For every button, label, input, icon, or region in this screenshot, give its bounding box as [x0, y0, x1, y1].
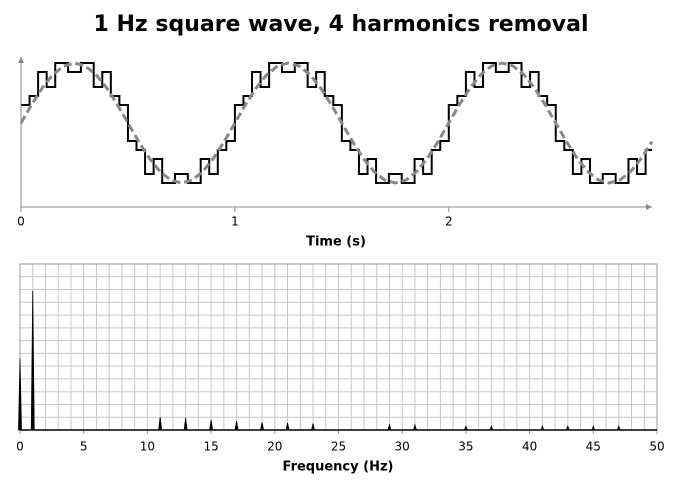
- x-tick-label: 5: [80, 440, 88, 454]
- spectrum-peak: [260, 422, 265, 431]
- series-line: [19, 61, 654, 185]
- x-tick-label: 10: [140, 440, 155, 454]
- x-tick-label: 30: [395, 440, 410, 454]
- x-tick-label: 1: [231, 215, 239, 229]
- spectrum-peak: [311, 423, 316, 431]
- spectrum-peak: [158, 417, 163, 431]
- spectrum-peak: [285, 422, 290, 431]
- spectrum-peak: [387, 423, 392, 431]
- x-tick-label: 0: [17, 215, 25, 229]
- x-tick-label: 0: [16, 440, 24, 454]
- x-tick-label: 40: [522, 440, 537, 454]
- x-axis-arrow: [646, 204, 652, 210]
- x-tick-label: 45: [586, 440, 601, 454]
- x-tick-label: 25: [331, 440, 346, 454]
- x-axis-label: Frequency (Hz): [283, 460, 394, 475]
- x-tick-label: 2: [445, 215, 453, 229]
- x-tick-label: 35: [458, 440, 473, 454]
- spectrum-peak: [18, 358, 22, 431]
- spectrum-peak: [30, 290, 35, 431]
- x-axis-label: Time (s): [306, 235, 366, 250]
- series-line: [21, 62, 652, 184]
- x-tick-label: 20: [267, 440, 282, 454]
- spectrum-peak: [234, 420, 239, 431]
- x-tick-label: 15: [203, 440, 218, 454]
- x-tick-label: 50: [649, 440, 664, 454]
- y-axis-arrow: [18, 57, 24, 63]
- spectrum-peak: [209, 419, 214, 431]
- spectrum-peak: [183, 417, 188, 431]
- chart-title: 1 Hz square wave, 4 harmonics removal: [94, 12, 589, 37]
- spectrum-peak: [412, 423, 417, 431]
